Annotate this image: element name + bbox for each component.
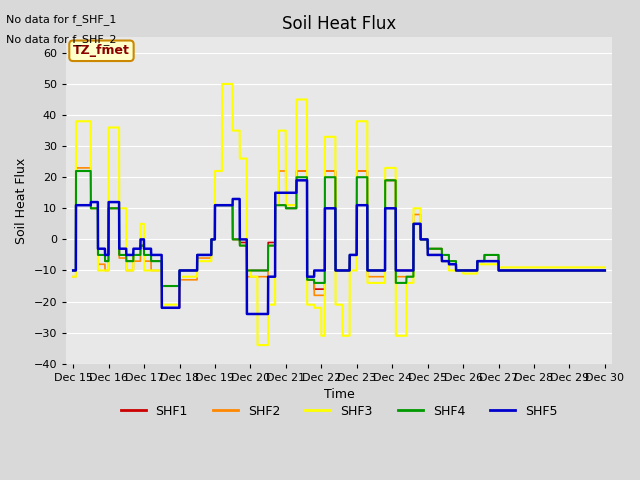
Line: SHF1: SHF1 [73,171,605,308]
SHF4 [69,267,77,273]
Text: No data for f_SHF_2: No data for f_SHF_2 [6,34,117,45]
SHF1 [601,267,609,273]
SHF2 [273,202,281,208]
Text: TZ_fmet: TZ_fmet [73,44,130,57]
SHF4 [158,283,166,289]
SHF5 [601,267,609,273]
SHF5 [292,178,300,183]
SHF5 [161,305,169,311]
SHF2 [162,305,170,311]
SHF4 [534,267,541,273]
SHF4 [162,283,170,289]
Line: SHF4: SHF4 [73,171,605,286]
Line: SHF2: SHF2 [73,168,605,308]
SHF3 [591,264,598,270]
SHF1 [69,267,77,273]
SHF1 [591,267,598,273]
SHF5 [591,267,598,273]
SHF2 [72,165,80,171]
SHF2 [296,168,304,174]
SHF1 [273,202,281,208]
SHF3 [601,264,609,270]
SHF3 [273,202,281,208]
SHF4 [601,267,609,273]
SHF5 [273,190,281,196]
SHF5 [69,267,77,273]
SHF2 [130,258,138,264]
SHF2 [69,274,77,279]
SHF5 [243,311,251,317]
SHF3 [161,302,169,308]
Line: SHF5: SHF5 [73,180,605,314]
SHF4 [273,202,281,208]
SHF5 [130,246,138,252]
SHF1 [296,168,304,174]
SHF3 [253,342,261,348]
SHF4 [130,252,138,258]
SHF1 [72,168,80,174]
Y-axis label: Soil Heat Flux: Soil Heat Flux [15,157,28,244]
SHF4 [591,267,598,273]
SHF2 [601,267,609,273]
SHF5 [296,178,304,183]
SHF4 [72,168,80,174]
SHF5 [534,267,541,273]
SHF3 [534,264,541,270]
SHF4 [296,174,304,180]
SHF1 [534,267,541,273]
Legend: SHF1, SHF2, SHF3, SHF4, SHF5: SHF1, SHF2, SHF3, SHF4, SHF5 [115,400,563,423]
SHF2 [591,267,598,273]
SHF3 [130,252,138,258]
Title: Soil Heat Flux: Soil Heat Flux [282,15,396,33]
SHF3 [296,96,304,102]
SHF1 [162,305,170,311]
X-axis label: Time: Time [324,388,355,401]
SHF3 [218,81,226,87]
Line: SHF3: SHF3 [73,84,605,345]
SHF2 [534,267,541,273]
SHF1 [130,252,138,258]
SHF2 [158,305,166,311]
SHF1 [158,305,166,311]
Text: No data for f_SHF_1: No data for f_SHF_1 [6,14,116,25]
SHF3 [69,274,77,279]
